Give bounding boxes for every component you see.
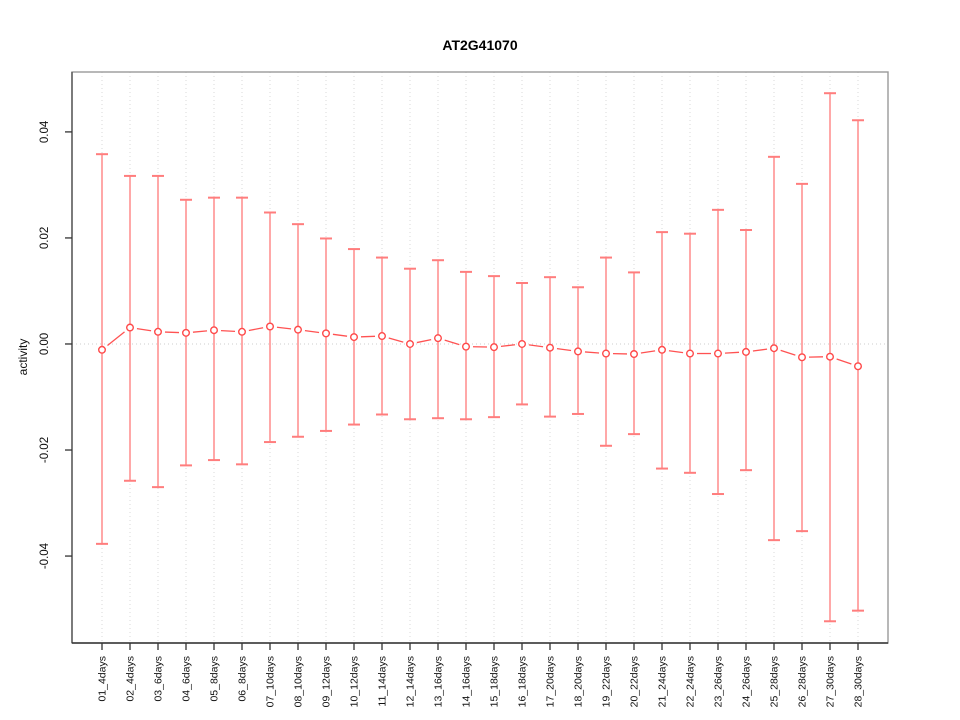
series-segment [388, 337, 404, 343]
series-segment [752, 348, 768, 352]
plot-frame [71, 71, 889, 644]
chart-title: AT2G41070 [442, 37, 518, 53]
data-point [209, 326, 218, 335]
data-point [153, 327, 162, 336]
data-point [125, 323, 134, 332]
series-segment [556, 347, 572, 352]
x-tick-label: 10_12days [349, 656, 361, 707]
x-tick-label: 20_22days [629, 656, 641, 707]
x-tick-label: 22_24days [685, 656, 697, 707]
data-point [518, 339, 527, 348]
x-tick-label: 15_18days [489, 656, 501, 707]
x-tick-label: 27_30days [825, 656, 837, 707]
x-tick-label: 11_14days [377, 656, 389, 707]
series-segment [136, 327, 152, 332]
data-point [266, 322, 275, 331]
x-tick-label: 05_8days [209, 656, 221, 702]
data-point [462, 342, 471, 351]
data-point [406, 339, 415, 348]
data-point [686, 349, 695, 358]
data-point [237, 327, 246, 336]
series-segment [668, 350, 684, 354]
x-tick-label: 16_18days [517, 656, 529, 707]
y-tick-label: 0.00 [39, 333, 51, 355]
y-tick-label: -0.02 [39, 437, 51, 463]
data-point [546, 343, 555, 352]
data-point [294, 325, 303, 334]
data-point [322, 329, 331, 338]
data-point [742, 347, 751, 356]
series-segment [780, 349, 796, 356]
series-segment [107, 331, 125, 346]
x-tick-label: 24_26days [741, 656, 753, 707]
series-segment [416, 338, 432, 344]
series-segment [444, 339, 460, 346]
series-segment [248, 327, 264, 332]
x-tick-label: 23_26days [713, 656, 725, 707]
data-point [714, 349, 723, 358]
data-point [658, 345, 667, 354]
x-tick-label: 09_12days [321, 656, 333, 707]
x-tick-label: 07_10days [265, 656, 277, 707]
series-segment [640, 350, 656, 354]
data-point [798, 353, 807, 362]
x-tick-label: 03_6days [153, 656, 165, 702]
series-segment [192, 330, 208, 333]
data-point [770, 344, 779, 353]
series-segment [220, 329, 236, 333]
x-tick-label: 18_20days [573, 656, 585, 707]
x-tick-label: 13_16days [433, 656, 445, 707]
x-tick-label: 19_22days [601, 656, 613, 707]
series-segment [584, 351, 600, 354]
x-tick-label: 21_24days [657, 656, 669, 707]
series-segment [276, 326, 292, 330]
data-point [181, 328, 190, 337]
series-segment [332, 333, 348, 337]
series-segment [304, 329, 320, 334]
data-point [602, 349, 611, 358]
data-point [378, 332, 387, 341]
data-point [854, 362, 863, 371]
data-point [97, 345, 106, 354]
series-segment [528, 344, 544, 348]
x-tick-label: 25_28days [769, 656, 781, 707]
data-point [574, 347, 583, 356]
y-tick-label: 0.02 [39, 227, 51, 249]
x-tick-label: 28_30days [853, 656, 865, 707]
x-tick-label: 06_8days [237, 656, 249, 702]
series-segment [836, 358, 852, 365]
data-point [826, 352, 835, 361]
series-segment [164, 331, 180, 334]
x-tick-label: 17_20days [545, 656, 557, 707]
data-point [490, 343, 499, 352]
series-segment [500, 344, 516, 348]
data-point [630, 350, 639, 359]
x-tick-label: 08_10days [293, 656, 305, 707]
x-tick-label: 02_4days [125, 656, 137, 702]
x-tick-label: 04_6days [181, 656, 193, 702]
series-segment [360, 335, 376, 338]
data-point [350, 333, 359, 342]
data-point [434, 334, 443, 343]
y-tick-label: -0.04 [39, 542, 51, 569]
x-tick-label: 26_28days [797, 656, 809, 707]
x-tick-label: 01_4days [97, 656, 109, 702]
series-segment [724, 351, 740, 354]
x-tick-label: 12_14days [405, 656, 417, 707]
y-tick-label: 0.04 [39, 120, 51, 143]
x-tick-label: 14_16days [461, 656, 473, 707]
